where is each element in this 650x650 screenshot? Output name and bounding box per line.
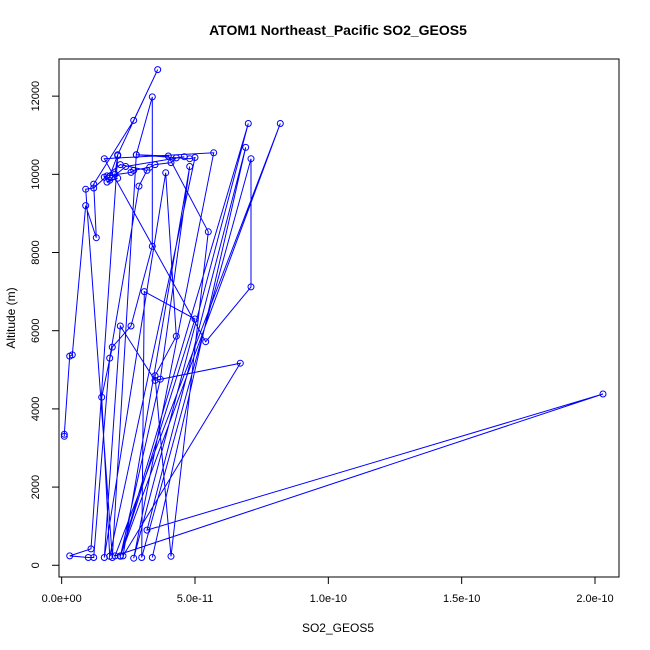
y-tick-label: 4000 [30,397,42,421]
series-line [63,69,604,559]
data-point [60,430,68,438]
data-point [130,116,138,124]
y-axis: 0 2000 4000 6000 8000 10000 12000 [30,81,60,568]
data-point [90,184,98,192]
x-tick-label: 2.0e-10 [576,593,613,605]
data-point [135,182,143,190]
data-point [138,554,146,561]
data-point [130,554,138,562]
x-axis: 0.0e+00 5.0e-11 1.0e-10 1.5e-10 2.0e-10 [42,576,614,605]
data-point [186,155,194,163]
data-point [151,372,159,380]
data-point [156,375,164,383]
data-point [148,93,156,101]
data-point [247,283,255,291]
data-point [154,66,162,74]
data-point [68,351,76,359]
data-point [162,169,170,177]
y-tick-label: 2000 [30,475,42,499]
data-point [98,393,106,401]
data-point [82,185,90,193]
data-point [167,159,175,167]
data-point [191,315,199,323]
series-points [60,66,607,562]
data-point [236,359,244,367]
data-point [210,149,218,157]
y-tick-label: 12000 [30,81,42,112]
data-point [116,322,124,330]
data-point [103,172,111,180]
y-tick-label: 6000 [30,318,42,342]
x-tick-label: 1.0e-10 [310,593,347,605]
data-point [122,163,130,170]
y-tick-label: 10000 [30,159,42,190]
data-point [148,554,156,561]
data-point [247,155,255,163]
data-point [151,376,159,384]
data-point [106,354,114,362]
data-point [140,288,148,296]
data-point [143,526,151,534]
data-point [92,234,100,242]
data-point [100,554,108,561]
data-point [146,163,154,171]
chart-title: ATOM1 Northeast_Pacific SO2_GEOS5 [209,22,467,38]
data-point [242,143,250,151]
x-tick-label: 1.5e-10 [443,593,480,605]
data-point [167,552,175,560]
data-point [84,554,92,561]
data-point [186,163,194,170]
y-tick-label: 8000 [30,240,42,264]
data-point [151,161,159,169]
data-point [191,154,199,161]
data-point [116,552,124,560]
y-axis-label: Altitude (m) [4,287,18,348]
data-point [172,154,180,162]
data-point [132,151,140,159]
data-point [114,152,122,160]
data-point [111,552,119,560]
data-point [127,322,135,330]
x-axis-label: SO2_GEOS5 [302,621,374,635]
data-point [202,338,210,346]
data-point [148,242,156,250]
data-point [87,545,95,553]
data-point [127,168,135,176]
data-point [172,332,180,340]
data-point [108,343,116,351]
y-tick-label: 0 [30,562,42,568]
data-point [599,390,607,398]
data-point [204,228,212,236]
data-point [276,120,284,127]
data-point [114,174,122,182]
data-point [119,552,127,560]
data-point [90,180,98,188]
data-point [90,554,98,561]
data-point [100,155,108,163]
data-point [60,432,68,440]
x-tick-label: 0.0e+00 [42,593,82,605]
data-point [164,152,172,160]
data-point [66,552,74,560]
data-point [244,120,252,127]
data-point [82,202,90,210]
x-tick-label: 5.0e-11 [177,593,214,605]
